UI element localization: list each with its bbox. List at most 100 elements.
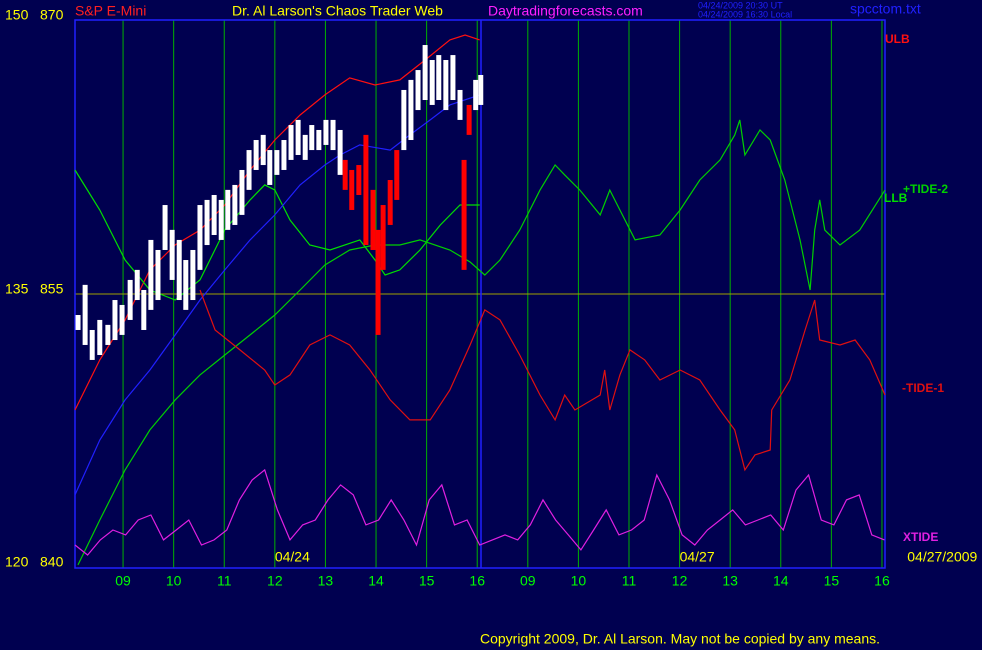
y2-tick-label: 135 — [5, 281, 29, 297]
price-bar — [363, 134, 369, 246]
price-bar — [246, 150, 252, 190]
price-bar — [356, 165, 362, 195]
price-bar — [97, 319, 103, 356]
x-tick-label: 11 — [217, 573, 232, 589]
x-tick-label: 12 — [267, 573, 283, 589]
price-bar — [330, 119, 336, 151]
x-tick-label: 12 — [672, 573, 688, 589]
price-bar — [183, 260, 189, 310]
price-bar — [401, 89, 407, 151]
price-bar — [375, 229, 381, 335]
price-bar — [408, 79, 414, 141]
date-label: 04/27 — [680, 549, 715, 565]
price-bar — [387, 180, 393, 225]
price-bar — [461, 159, 467, 270]
y-tick-label: 855 — [40, 281, 64, 297]
x-tick-label: 09 — [115, 573, 131, 589]
price-bar — [443, 60, 449, 111]
price-bar — [197, 205, 203, 270]
price-bar — [288, 125, 294, 160]
price-bar — [211, 194, 217, 235]
price-bar — [169, 229, 175, 280]
y2-tick-label: 120 — [5, 554, 29, 570]
price-bar — [337, 129, 343, 175]
price-bar — [429, 60, 435, 105]
price-bar — [204, 199, 210, 246]
plot-frame — [74, 19, 886, 569]
price-bar — [162, 205, 168, 250]
price-bar — [225, 189, 231, 230]
x-tick-label: 09 — [520, 573, 536, 589]
x-tick-label: 11 — [622, 573, 637, 589]
price-bar — [112, 300, 118, 341]
price-bar — [295, 119, 301, 155]
price-bar — [380, 205, 386, 270]
price-bar — [260, 134, 266, 166]
price-bar — [349, 169, 355, 210]
file-name: spcctom.txt — [850, 1, 921, 17]
price-bar — [323, 119, 329, 145]
series-line — [74, 34, 480, 411]
price-bar — [82, 284, 88, 345]
price-bar — [466, 104, 472, 135]
x-tick-label: 15 — [824, 573, 840, 589]
price-bar — [127, 279, 133, 320]
price-bar — [415, 70, 421, 111]
series-label: +TIDE-2 — [903, 182, 948, 196]
price-bar — [309, 125, 315, 151]
price-bar — [141, 289, 147, 330]
y2-tick-label: 150 — [5, 7, 29, 23]
price-bar — [267, 150, 273, 185]
series-line — [199, 289, 886, 472]
date-label: 04/24 — [275, 549, 310, 565]
price-bar — [190, 249, 196, 301]
date-label: 04/27/2009 — [907, 549, 977, 565]
series-line — [77, 119, 886, 566]
price-bar — [370, 189, 376, 250]
x-tick-label: 16 — [874, 573, 890, 589]
price-bar — [134, 269, 140, 301]
price-bar — [75, 315, 81, 330]
price-bar — [176, 239, 182, 301]
price-bar — [450, 55, 456, 101]
timestamp: 04/24/2009 16:30 Local — [698, 9, 792, 19]
price-bar — [253, 140, 259, 170]
chart-title: Dr. Al Larson's Chaos Trader Web — [232, 3, 443, 19]
price-bar — [473, 79, 479, 111]
labels: 09 10 11 12 13 14 15 16 09 10 11 12 13 14 15 16 840 855 87… — [5, 7, 978, 589]
x-tick-label: 13 — [318, 573, 334, 589]
series-label: LLB — [884, 191, 908, 205]
price-bar — [155, 249, 161, 301]
series-label: -TIDE-1 — [902, 381, 944, 395]
price-bar — [316, 129, 322, 151]
series-label: ULB — [885, 32, 910, 46]
site: Daytradingforecasts.com — [488, 3, 643, 19]
x-tick-label: 13 — [722, 573, 738, 589]
price-bar — [342, 159, 348, 190]
copyright: Copyright 2009, Dr. Al Larson. May not b… — [480, 631, 880, 647]
x-tick-label: 14 — [773, 573, 789, 589]
price-bar — [478, 74, 484, 105]
price-bar — [89, 329, 95, 360]
price-bar — [436, 55, 442, 101]
timestamp: 04/24/2009 20:30 UT — [698, 0, 783, 10]
price-bar — [105, 324, 111, 345]
x-tick-label: 10 — [571, 573, 587, 589]
series-label: XTIDE — [903, 530, 938, 544]
y-tick-label: 870 — [40, 7, 64, 23]
price-bar — [148, 239, 154, 310]
price-bar — [239, 169, 245, 215]
x-tick-label: 14 — [368, 573, 384, 589]
series-line — [74, 468, 885, 556]
symbol: S&P E-Mini — [75, 3, 146, 19]
price-bar — [274, 150, 280, 175]
price-bar — [394, 150, 400, 200]
price-bar — [119, 304, 125, 335]
x-tick-label: 10 — [166, 573, 182, 589]
price-bar — [218, 199, 224, 240]
price-bar — [281, 140, 287, 170]
x-tick-label: 16 — [469, 573, 485, 589]
